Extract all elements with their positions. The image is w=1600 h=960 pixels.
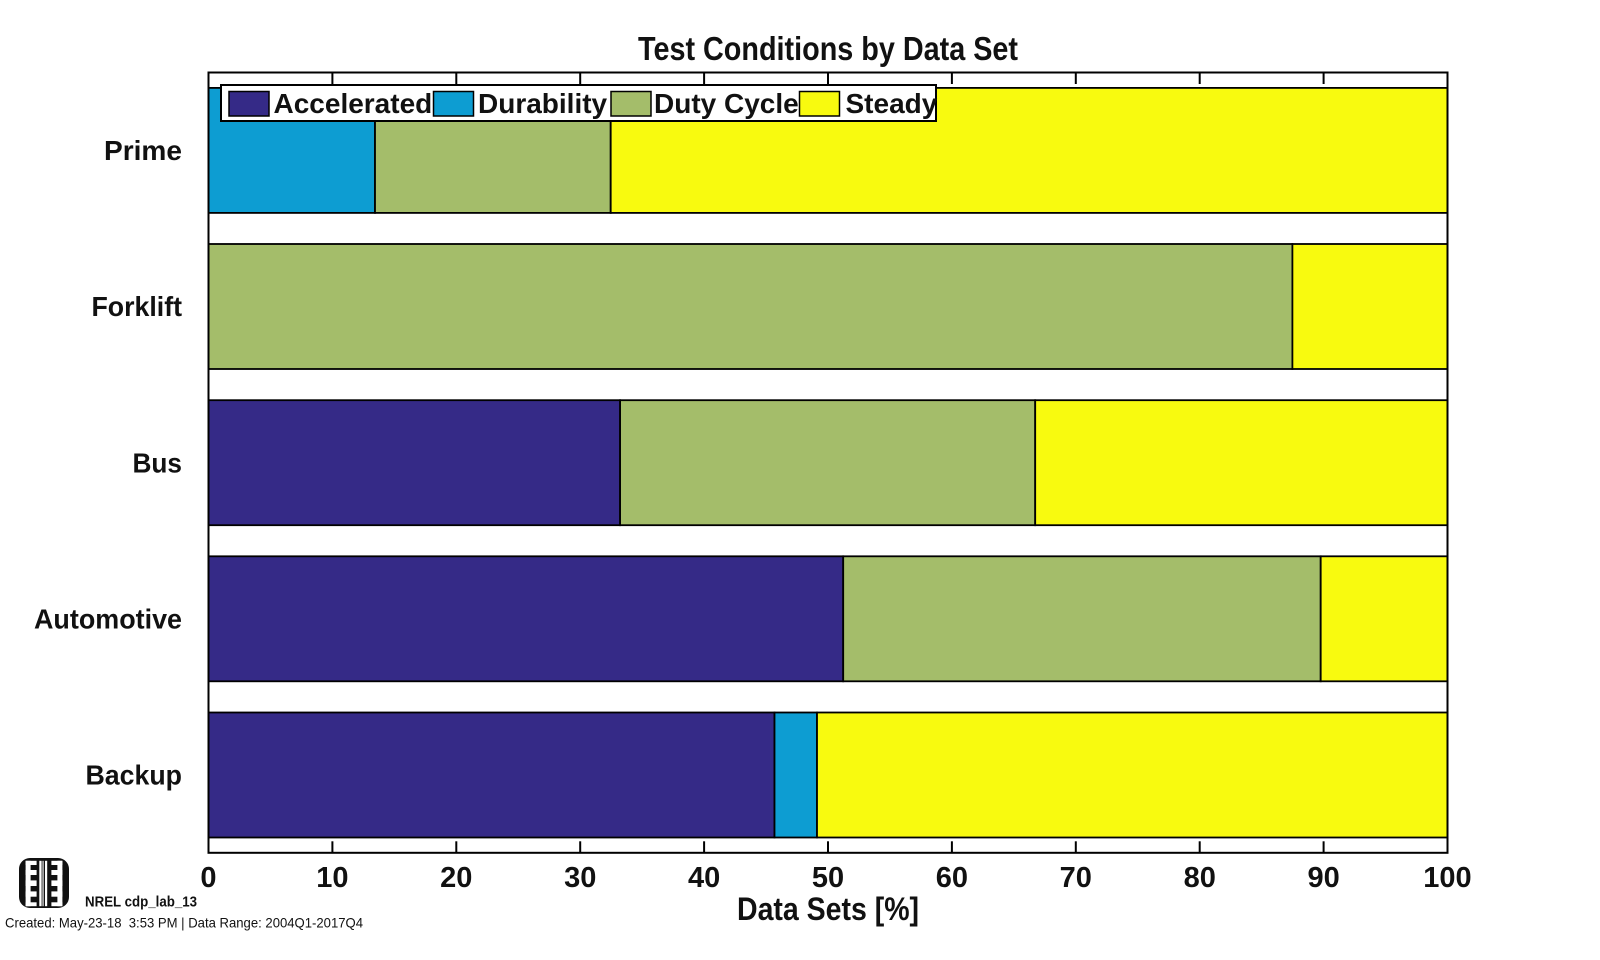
svg-text:Steady: Steady (846, 88, 938, 119)
svg-text:Test Conditions by Data Set: Test Conditions by Data Set (638, 30, 1018, 67)
svg-text:Accelerated: Accelerated (274, 88, 433, 119)
svg-text:50: 50 (812, 862, 844, 894)
svg-text:60: 60 (936, 862, 968, 894)
svg-text:NREL cdp_lab_13: NREL cdp_lab_13 (85, 893, 197, 910)
svg-text:20: 20 (440, 862, 472, 894)
svg-text:Backup: Backup (86, 760, 183, 791)
svg-text:40: 40 (688, 862, 720, 894)
svg-text:100: 100 (1423, 862, 1471, 894)
svg-text:90: 90 (1307, 862, 1339, 894)
svg-text:Durability: Durability (478, 88, 608, 119)
svg-text:70: 70 (1060, 862, 1092, 894)
svg-text:10: 10 (316, 862, 348, 894)
svg-text:Duty Cycle: Duty Cycle (654, 88, 799, 119)
svg-text:Automotive: Automotive (34, 604, 182, 635)
svg-text:Bus: Bus (133, 447, 183, 478)
svg-text:30: 30 (564, 862, 596, 894)
svg-text:Data Sets [%]: Data Sets [%] (737, 891, 919, 927)
svg-text:Created: May-23-18 3:53 PM |: Created: May-23-18 3:53 PM | Data Range:… (5, 915, 363, 931)
svg-text:Prime: Prime (104, 135, 182, 166)
svg-text:Forklift: Forklift (92, 291, 183, 322)
svg-text:0: 0 (200, 862, 216, 894)
svg-text:80: 80 (1184, 862, 1216, 894)
